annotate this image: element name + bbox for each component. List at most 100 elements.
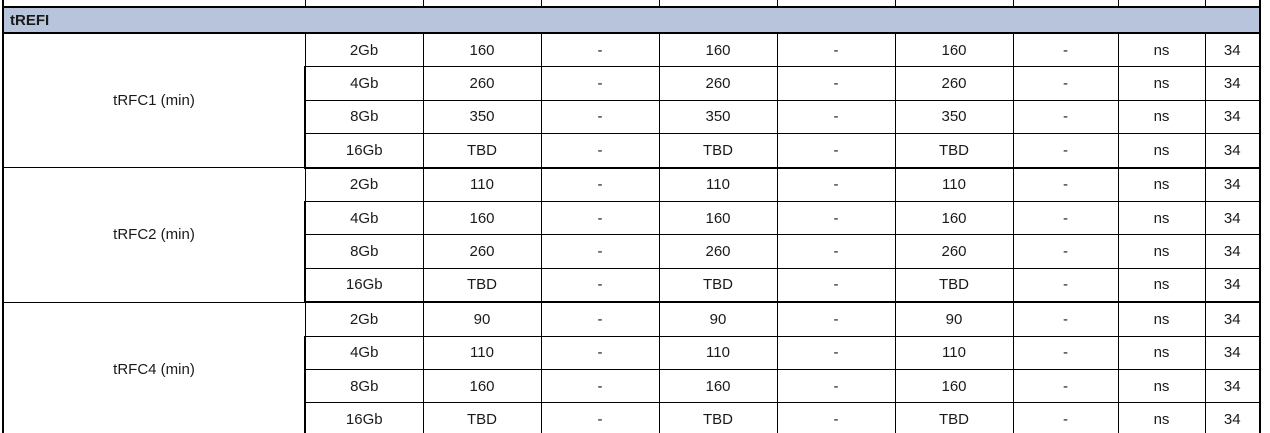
dash-cell: - <box>540 368 660 404</box>
cropped-cell <box>540 0 660 8</box>
value-cell: 260 <box>658 66 778 101</box>
cropped-cell <box>658 0 778 8</box>
table-row: tRFC2 (min) 2Gb 110 - 110 - 110 - ns 34 <box>2 167 1261 303</box>
section-header-row: tREFI <box>2 6 1261 34</box>
table-row: 4Gb 110 - 110 - 110 - ns 34 <box>3 335 1261 370</box>
value-cell: 160 <box>422 32 542 68</box>
parameter-cell: tRFC4 (min) <box>2 301 306 433</box>
table-row: 8Gb 350 - 350 - 350 - ns 34 <box>3 99 1261 135</box>
dash-cell: - <box>776 66 896 101</box>
dash-cell: - <box>776 99 896 135</box>
unit-cell: ns <box>1117 200 1206 236</box>
dash-cell: - <box>776 133 896 169</box>
note-cell: 34 <box>1204 66 1261 101</box>
dash-cell: - <box>1012 200 1119 236</box>
density-cell: 8Gb <box>304 99 424 135</box>
unit-cell: ns <box>1117 335 1206 370</box>
dash-cell: - <box>776 167 896 202</box>
density-cell: 2Gb <box>304 167 424 202</box>
density-cell: 4Gb <box>304 200 424 236</box>
value-cell: 110 <box>894 335 1014 370</box>
parameter-cell: tRFC2 (min) <box>2 167 306 303</box>
density-cell: 8Gb <box>304 234 424 269</box>
cropped-cell <box>304 0 424 8</box>
note-cell: 34 <box>1204 301 1261 337</box>
dash-cell: - <box>540 402 660 433</box>
section-header-label: tREFI <box>2 6 1261 34</box>
dash-cell: - <box>1012 133 1119 169</box>
density-cell: 4Gb <box>304 66 424 101</box>
dash-cell: - <box>540 301 660 337</box>
unit-cell: ns <box>1117 32 1206 68</box>
value-cell: 160 <box>894 368 1014 404</box>
dash-cell: - <box>540 133 660 169</box>
density-cell: 16Gb <box>304 133 424 169</box>
density-cell: 16Gb <box>304 402 424 433</box>
value-cell: 160 <box>658 368 778 404</box>
note-cell: 34 <box>1204 368 1261 404</box>
unit-cell: ns <box>1117 402 1206 433</box>
value-cell: 110 <box>422 335 542 370</box>
dash-cell: - <box>1012 368 1119 404</box>
note-cell: 34 <box>1204 200 1261 236</box>
value-cell: 260 <box>422 234 542 269</box>
table-row: 8Gb 260 - 260 - 260 - ns 34 <box>3 234 1261 269</box>
note-cell: 34 <box>1204 335 1261 370</box>
dash-cell: - <box>1012 301 1119 337</box>
table-row: 4Gb 160 - 160 - 160 - ns 34 <box>3 200 1261 236</box>
value-cell: 160 <box>658 200 778 236</box>
dash-cell: - <box>776 301 896 337</box>
dash-cell: - <box>776 200 896 236</box>
value-cell: 110 <box>658 167 778 202</box>
value-cell: 350 <box>658 99 778 135</box>
table-row: 16Gb TBD - TBD - TBD - ns 34 <box>3 267 1261 304</box>
dash-cell: - <box>1012 234 1119 269</box>
value-cell: 160 <box>894 32 1014 68</box>
unit-cell: ns <box>1117 267 1206 304</box>
table-row: 16Gb TBD - TBD - TBD - ns 34 <box>3 402 1261 433</box>
cropped-row-above <box>2 0 1261 8</box>
value-cell: 110 <box>894 167 1014 202</box>
unit-cell: ns <box>1117 368 1206 404</box>
note-cell: 34 <box>1204 167 1261 202</box>
cropped-cell <box>1117 0 1206 8</box>
cropped-cell <box>422 0 542 8</box>
note-cell: 34 <box>1204 402 1261 433</box>
note-cell: 34 <box>1204 133 1261 169</box>
value-cell: 260 <box>894 66 1014 101</box>
table-row: tRFC4 (min) 2Gb 90 - 90 - 90 - ns 34 <box>2 301 1261 433</box>
dash-cell: - <box>1012 402 1119 433</box>
density-cell: 2Gb <box>304 32 424 68</box>
unit-cell: ns <box>1117 133 1206 169</box>
unit-cell: ns <box>1117 301 1206 337</box>
table-row: tRFC1 (min) 2Gb 160 - 160 - 160 - ns 34 <box>2 32 1261 169</box>
value-cell: TBD <box>422 133 542 169</box>
value-cell: TBD <box>658 267 778 304</box>
value-cell: 90 <box>894 301 1014 337</box>
value-cell: TBD <box>894 133 1014 169</box>
value-cell: 260 <box>658 234 778 269</box>
dash-cell: - <box>776 267 896 304</box>
parameter-cell: tRFC1 (min) <box>2 32 306 169</box>
dash-cell: - <box>776 335 896 370</box>
table-row: 16Gb TBD - TBD - TBD - ns 34 <box>3 133 1261 169</box>
dash-cell: - <box>540 32 660 68</box>
value-cell: TBD <box>658 402 778 433</box>
value-cell: TBD <box>422 267 542 304</box>
dash-cell: - <box>1012 267 1119 304</box>
dash-cell: - <box>540 99 660 135</box>
note-cell: 34 <box>1204 99 1261 135</box>
density-cell: 2Gb <box>304 301 424 337</box>
cropped-cell <box>1012 0 1119 8</box>
value-cell: 260 <box>422 66 542 101</box>
cropped-cell <box>776 0 896 8</box>
dash-cell: - <box>540 234 660 269</box>
value-cell: TBD <box>894 402 1014 433</box>
dash-cell: - <box>540 335 660 370</box>
density-cell: 16Gb <box>304 267 424 304</box>
dash-cell: - <box>776 32 896 68</box>
value-cell: 350 <box>894 99 1014 135</box>
dash-cell: - <box>776 234 896 269</box>
